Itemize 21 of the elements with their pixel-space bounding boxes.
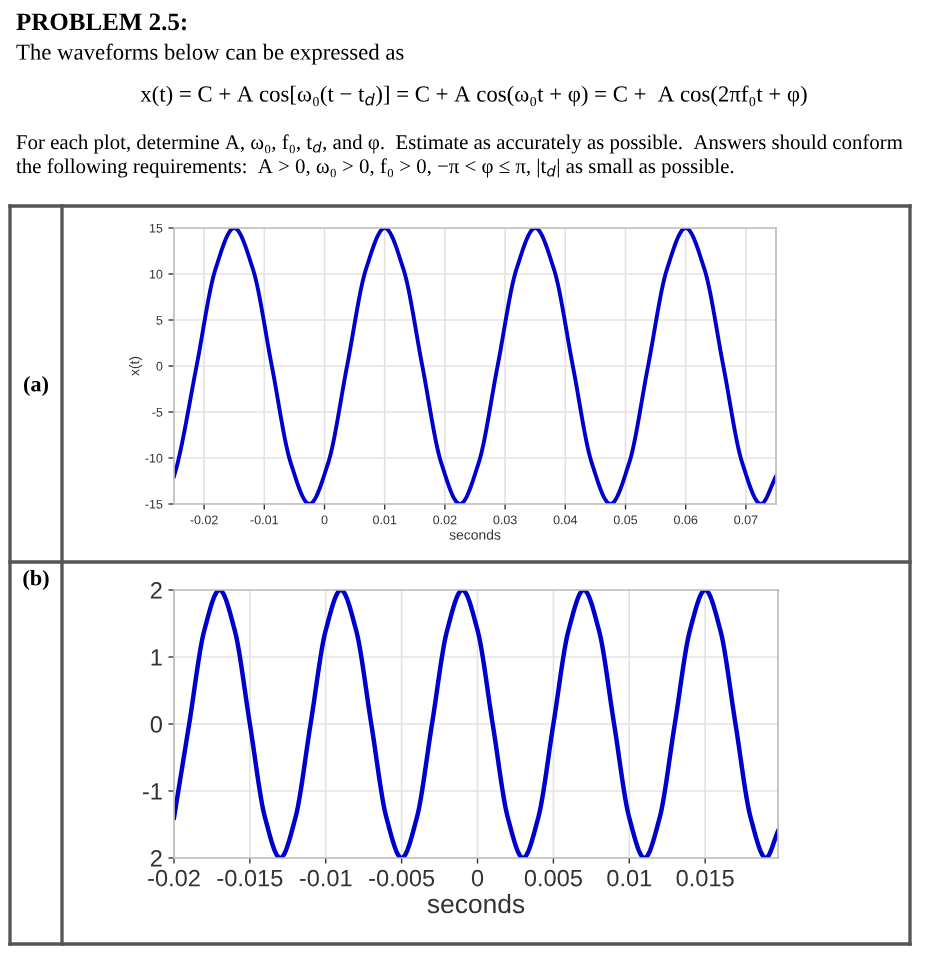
text: For each plot, determine A, ω₀, f₀, t$_{d}$, and φ. Estimate as accurately as possible. Answers should conform xyxy=(16,134,903,154)
y-tick-label: 0 xyxy=(150,716,162,733)
chart-title: PROBLEM 2.5: xyxy=(16,13,186,31)
y-tick-label: -1 xyxy=(142,783,162,800)
x-tick-label: 0 xyxy=(471,869,484,887)
x-tick-label: -0.015 xyxy=(217,869,283,887)
text: (b) xyxy=(23,569,49,591)
text: The waveforms below can be expressed as xyxy=(16,43,404,65)
x-tick-label: 0.01 xyxy=(607,869,652,887)
x-tick-label: -0.02 xyxy=(148,869,200,887)
x-axis-title: seconds xyxy=(427,893,525,914)
y-tick-label: 2 xyxy=(150,850,162,867)
x-tick-label: 0.015 xyxy=(676,869,734,887)
text: x(t) = C + A cos[ω₀(t − t$_{d}$)] = C + A cos(ω₀t + φ) = C + A cos(2πf₀t + φ) xyxy=(140,85,807,107)
y-tick-label: 1 xyxy=(151,649,162,666)
x-tick-label: 0.005 xyxy=(524,869,582,887)
text: the following requirements: A > 0, ω₀ > 0, f₀ > 0, −π < φ ≤ π, |t$_{d}$| as small as possible. xyxy=(16,158,734,178)
y-tick-label: 2 xyxy=(150,582,162,599)
text: (a) xyxy=(24,375,48,397)
x-tick-label: -0.01 xyxy=(299,869,352,887)
x-tick-label: -0.005 xyxy=(369,869,435,887)
